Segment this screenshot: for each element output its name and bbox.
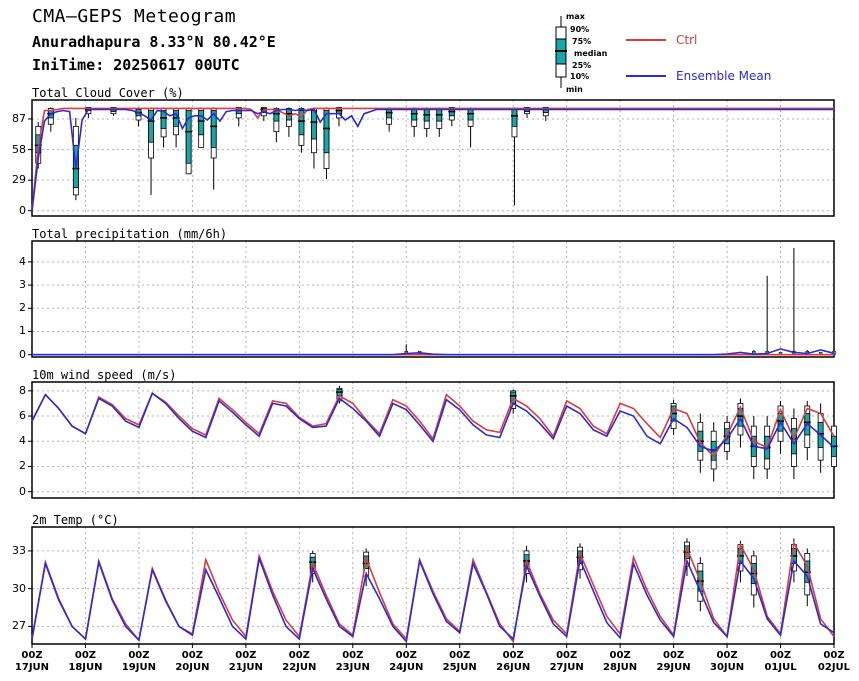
x-tick-label-date: 20JUN <box>175 662 210 673</box>
x-tick-label-time: 00Z <box>342 650 364 661</box>
panel-title-temp: 2m Temp (°C) <box>32 513 119 527</box>
x-tick-label-time: 00Z <box>769 650 792 661</box>
x-tick-label-time: 00Z <box>502 650 524 661</box>
x-tick-label-time: 00Z <box>74 650 97 661</box>
x-tick-label-date: 29JUN <box>656 662 691 673</box>
x-tick-label-date: 30JUN <box>709 662 745 673</box>
y-tick-label: 0 <box>19 347 26 361</box>
legend-max-label: max <box>566 12 585 21</box>
x-tick-label-time: 00Z <box>288 650 310 661</box>
y-tick-label: 1 <box>19 324 26 338</box>
ensemble-mean-series-line <box>32 348 835 356</box>
panel-title-precip: Total precipitation (mm/6h) <box>32 227 228 241</box>
legend-p75-label: 75% <box>572 37 592 46</box>
y-tick-label: 8 <box>19 383 26 397</box>
x-tick-label-time: 00Z <box>556 650 578 661</box>
x-tick-label-time: 00Z <box>823 650 845 661</box>
x-tick-label-time: 00Z <box>395 650 417 661</box>
x-tick-label-date: 19JUN <box>121 662 156 673</box>
panel-frame <box>31 240 835 358</box>
x-tick-label-time: 00Z <box>663 650 685 661</box>
x-tick-label-date: 27JUN <box>549 662 584 673</box>
box-inner <box>323 110 330 154</box>
x-tick-label-date: 22JUN <box>282 662 317 673</box>
legend-ctrl-label: Ctrl <box>676 33 698 47</box>
box-inner <box>298 110 305 136</box>
ensemble-mean-series-line <box>31 392 835 453</box>
x-tick-label-date: 23JUN <box>335 662 370 673</box>
legend-min-label: min <box>566 85 583 94</box>
box-inner <box>311 110 317 140</box>
legend-mean-label: Ensemble Mean <box>676 69 772 83</box>
box-inner <box>411 109 418 121</box>
x-tick-label-date: 24JUN <box>389 662 424 673</box>
x-tick-label-date: 02JUL <box>817 662 851 673</box>
x-tick-label-date: 21JUN <box>228 662 263 673</box>
box-inner <box>386 109 393 119</box>
x-tick-label-date: 18JUN <box>68 662 103 673</box>
box-inner <box>185 110 192 164</box>
y-tick-label: 27 <box>12 619 26 633</box>
y-tick-label: 87 <box>12 111 26 125</box>
box-inner <box>467 109 474 121</box>
panel-title-cloud: Total Cloud Cover (%) <box>32 86 184 100</box>
box-inner <box>198 110 205 136</box>
x-tick-label-time: 00Z <box>716 650 738 661</box>
y-tick-label: 4 <box>19 434 26 448</box>
init-time-label: IniTime: 20250617 00UTC <box>32 56 240 74</box>
y-tick-label: 4 <box>19 254 26 268</box>
chart-title: CMA—GEPS Meteogram <box>32 6 237 27</box>
y-tick-label: 0 <box>19 203 26 217</box>
y-tick-label: 2 <box>19 301 26 315</box>
x-tick-label-date: 17JUN <box>14 662 50 673</box>
y-tick-label: 3 <box>19 278 26 292</box>
ensemble-mean-series-line <box>31 555 835 644</box>
y-tick-label: 58 <box>12 142 26 156</box>
x-tick-label-time: 00Z <box>235 650 257 661</box>
x-tick-label-time: 00Z <box>128 650 150 661</box>
y-tick-label: 29 <box>12 173 26 187</box>
legend-p25-label: 25% <box>572 61 592 70</box>
legend-median-label: median <box>574 49 608 58</box>
x-tick-label-time: 00Z <box>181 650 203 661</box>
x-tick-label-time: 00Z <box>609 650 631 661</box>
x-tick-label-date: 25JUN <box>442 662 477 673</box>
panel-title-wind: 10m wind speed (m/s) <box>32 368 177 382</box>
box-inner <box>511 109 518 127</box>
panel-frame <box>31 526 835 645</box>
location-label: Anuradhapura 8.33°N 80.42°E <box>32 33 276 51</box>
box-inner <box>148 110 154 143</box>
y-tick-label: 0 <box>19 484 26 498</box>
y-tick-label: 33 <box>12 543 26 557</box>
ctrl-series-line <box>31 107 834 211</box>
y-tick-label: 2 <box>19 459 26 473</box>
x-tick-label-date: 28JUN <box>603 662 638 673</box>
legend-p10-label: 10% <box>570 72 590 81</box>
box-inner <box>210 110 217 148</box>
box-inner <box>160 110 167 129</box>
x-tick-label-time: 00Z <box>21 650 43 661</box>
y-tick-label: 6 <box>19 409 26 423</box>
ensemble-mean-series-line <box>31 108 834 211</box>
x-tick-label-date: 26JUN <box>496 662 531 673</box>
panel-frame <box>31 99 835 217</box>
y-tick-label: 30 <box>12 581 26 595</box>
x-tick-label-time: 00Z <box>449 650 471 661</box>
legend-p90-label: 90% <box>570 25 590 34</box>
x-tick-label-date: 01JUL <box>764 662 797 673</box>
